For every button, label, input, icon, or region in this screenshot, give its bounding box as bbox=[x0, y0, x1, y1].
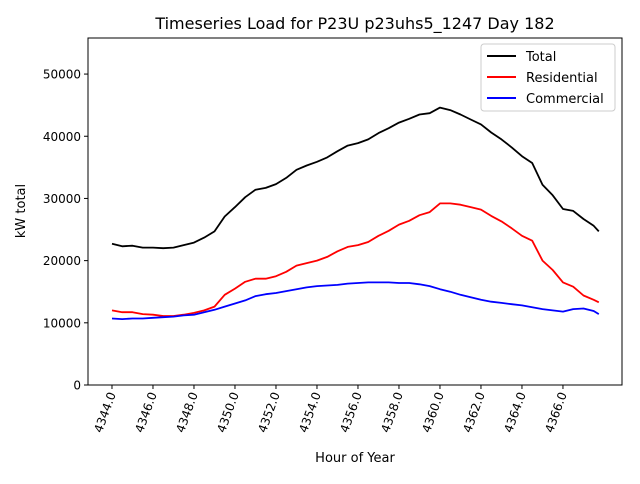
y-tick-label: 0 bbox=[73, 379, 81, 393]
legend-box bbox=[480, 43, 616, 112]
y-axis: 0 10000 20000 30000 40000 50000 bbox=[43, 68, 88, 393]
series-line-total bbox=[111, 106, 600, 250]
legend-label-total: Total bbox=[525, 50, 556, 65]
legend-label-commercial: Commercial bbox=[526, 92, 604, 107]
series-line-commercial bbox=[111, 281, 600, 320]
legend: Total Residential Commercial bbox=[480, 43, 616, 112]
y-axis-label: kW total bbox=[14, 184, 29, 238]
axes-frame bbox=[87, 37, 623, 386]
plot-area bbox=[111, 106, 600, 320]
legend-label-residential: Residential bbox=[526, 71, 598, 86]
chart-title: Timeseries Load for P23U p23uhs5_1247 Da… bbox=[154, 14, 554, 34]
series-line-residential bbox=[111, 202, 600, 317]
y-tick-label: 30000 bbox=[43, 192, 81, 206]
x-axis-label: Hour of Year bbox=[315, 451, 395, 466]
y-tick-label: 50000 bbox=[43, 68, 81, 82]
y-tick-label: 40000 bbox=[43, 130, 81, 144]
y-tick-label: 20000 bbox=[43, 254, 81, 268]
y-tick-label: 10000 bbox=[43, 316, 81, 330]
